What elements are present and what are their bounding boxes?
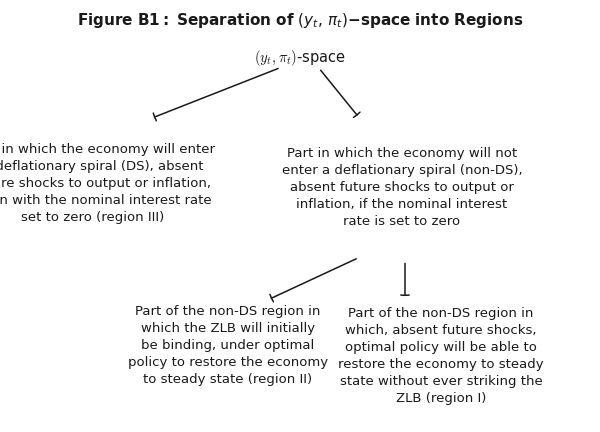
Text: Part of the non-DS region in
which, absent future shocks,
optimal policy will be: Part of the non-DS region in which, abse… bbox=[338, 308, 544, 405]
Text: Part of the non-DS region in
which the ZLB will initially
be binding, under opti: Part of the non-DS region in which the Z… bbox=[128, 305, 328, 386]
Text: Part in which the economy will enter
a deflationary spiral (DS), absent
future s: Part in which the economy will enter a d… bbox=[0, 143, 215, 224]
Text: Part in which the economy will not
enter a deflationary spiral (non-DS),
absent : Part in which the economy will not enter… bbox=[281, 147, 523, 229]
Text: $\mathbf{Figure\ B1:\ Separation\ of\ }$$(y_t,\,\pi_t)$$\mathbf{-space\ into\ Re: $\mathbf{Figure\ B1:\ Separation\ of\ }$… bbox=[77, 11, 523, 30]
Text: $(y_t, \pi_t)$-space: $(y_t, \pi_t)$-space bbox=[254, 48, 346, 68]
